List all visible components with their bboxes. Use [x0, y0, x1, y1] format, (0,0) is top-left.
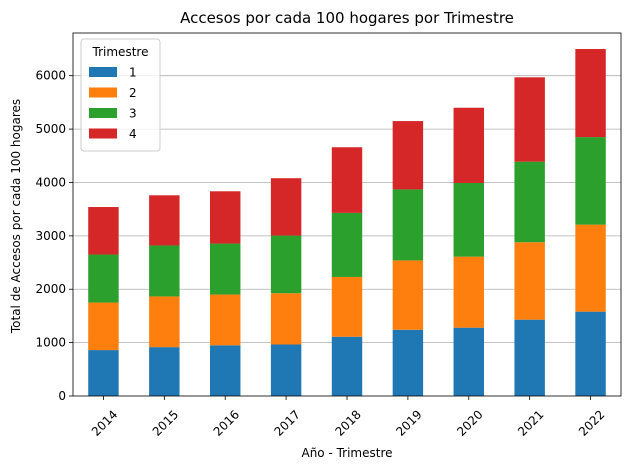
bar-segment-q4-2020 [453, 107, 484, 184]
bar-segment-q3-2015 [149, 245, 180, 297]
x-tick-label: 2021 [515, 407, 546, 438]
legend: Trimestre 1 2 3 4 [80, 38, 161, 152]
bar-segment-q3-2016 [210, 243, 241, 295]
legend-label-3: 3 [129, 107, 137, 121]
bars-layer [88, 49, 606, 396]
bar-segment-q1-2022 [575, 311, 606, 396]
bar-segment-q2-2021 [514, 242, 545, 320]
x-tick-label: 2022 [576, 407, 607, 438]
bar-segment-q3-2017 [270, 235, 302, 294]
bar-segment-q4-2021 [514, 77, 545, 162]
legend-title: Trimestre [92, 45, 149, 59]
bar-segment-q3-2019 [392, 189, 424, 261]
y-tick-label: 6000 [35, 69, 66, 83]
legend-label-4: 4 [129, 127, 137, 141]
bar-segment-q4-2015 [149, 195, 180, 246]
bar-segment-q3-2020 [453, 183, 484, 257]
bar-segment-q1-2021 [514, 319, 545, 396]
y-tick-label: 5000 [35, 122, 66, 136]
x-tick-label: 2017 [272, 407, 303, 438]
bar-segment-q2-2020 [453, 256, 484, 328]
bar-segment-q4-2019 [392, 121, 424, 190]
chart-title: Accesos por cada 100 hogares por Trimest… [180, 9, 514, 27]
bar-segment-q3-2022 [575, 137, 606, 225]
legend-swatch-3 [89, 108, 117, 118]
legend-label-1: 1 [129, 66, 137, 80]
bar-segment-q1-2018 [331, 336, 363, 396]
bar-segment-q2-2022 [575, 224, 606, 312]
legend-swatch-1 [89, 67, 117, 77]
bar-segment-q4-2016 [210, 191, 241, 244]
y-tick-label: 4000 [35, 175, 66, 189]
x-tick-label: 2015 [150, 407, 181, 438]
x-axis-label: Año - Trimestre [301, 446, 392, 460]
legend-swatch-2 [89, 87, 117, 98]
bar-segment-q2-2018 [331, 276, 363, 337]
y-tick-label: 0 [58, 389, 66, 403]
legend-swatch-4 [89, 128, 117, 139]
bar-segment-q4-2017 [270, 178, 302, 236]
bar-segment-q1-2016 [210, 345, 241, 396]
x-tick-label: 2016 [211, 407, 242, 438]
bar-segment-q4-2014 [88, 207, 119, 255]
bar-segment-q2-2014 [88, 302, 119, 351]
legend-label-2: 2 [129, 86, 137, 100]
bar-segment-q1-2020 [453, 327, 484, 396]
bar-segment-q1-2017 [270, 344, 302, 396]
y-tick-label: 3000 [35, 229, 66, 243]
bar-segment-q1-2019 [392, 329, 424, 396]
plot-frame [72, 32, 622, 397]
bar-segment-q3-2018 [331, 212, 363, 277]
bar-segment-q2-2015 [149, 296, 180, 348]
bar-segment-q2-2016 [210, 294, 241, 346]
y-tick-label: 1000 [35, 336, 66, 350]
x-tick-label: 2020 [454, 407, 485, 438]
bar-segment-q2-2017 [270, 293, 302, 345]
y-axis-label: Total de Accesos por cada 100 hogares [9, 99, 23, 334]
bar-segment-q3-2021 [514, 161, 545, 243]
bar-segment-q2-2019 [392, 260, 424, 330]
y-tick-label: 2000 [35, 282, 66, 296]
bar-segment-q4-2022 [575, 49, 606, 138]
x-tick-label: 2019 [393, 407, 424, 438]
x-tick-label: 2014 [89, 407, 120, 438]
bar-segment-q1-2014 [88, 350, 119, 396]
x-tick-label: 2018 [332, 407, 363, 438]
bar-segment-q1-2015 [149, 347, 180, 396]
bar-segment-q3-2014 [88, 254, 119, 303]
bar-segment-q4-2018 [331, 147, 363, 213]
